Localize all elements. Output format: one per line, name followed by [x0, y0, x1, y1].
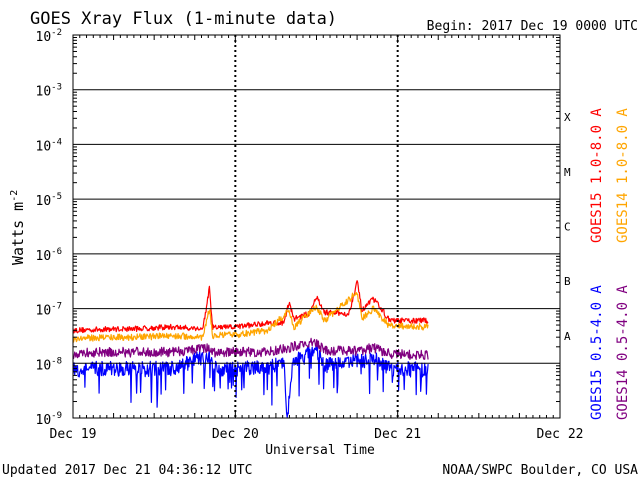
y-tick-label: 10-9 [36, 411, 63, 428]
flare-class-label: X [564, 111, 571, 124]
y-tick-label: 10-4 [36, 137, 63, 154]
plot-frame [72, 34, 561, 419]
x-tick-label: Dec 19 [50, 427, 97, 442]
flare-class-label: A [564, 330, 571, 343]
flare-class-label: B [564, 275, 571, 288]
series-line-goes15-0-5-4-0-a [72, 343, 429, 418]
series-layer [72, 280, 429, 418]
y-axis-label-exp: -2 [9, 190, 20, 202]
begin-label: Begin: 2017 Dec 19 0000 UTC [427, 19, 638, 34]
legend-label: GOES15 1.0-8.0 A [589, 108, 605, 243]
updated-timestamp: Updated 2017 Dec 21 04:36:12 UTC [2, 463, 252, 478]
series-line-goes14-1-0-8-0-a [72, 292, 429, 343]
series-line-goes14-0-5-4-0-a [72, 337, 429, 360]
y-tick-label: 10-8 [36, 356, 63, 373]
y-axis-label-main: Watts m [9, 202, 27, 265]
legend-label: GOES14 0.5-4.0 A [615, 285, 631, 420]
y-tick-label: 10-2 [36, 28, 63, 45]
y-tick-label: 10-6 [36, 247, 63, 264]
grid-layer [73, 34, 560, 419]
y-tick-label: 10-3 [36, 83, 63, 100]
y-tick-label: 10-7 [36, 302, 63, 319]
x-tick-label: Dec 22 [537, 427, 584, 442]
chart-title: GOES Xray Flux (1-minute data) [30, 9, 337, 29]
legend-label: GOES14 1.0-8.0 A [615, 108, 631, 243]
flare-class-label: C [564, 221, 571, 234]
flare-class-label: M [564, 166, 571, 179]
legend-layer: GOES15 1.0-8.0 A GOES14 1.0-8.0 A GOES15 0… [589, 108, 631, 420]
x-tick-label: Dec 21 [374, 427, 421, 442]
x-tick-label: Dec 20 [212, 427, 259, 442]
series-line-goes15-1-0-8-0-a [72, 280, 429, 334]
x-axis-label: Universal Time [265, 443, 375, 458]
y-tick-label: 10-5 [36, 192, 63, 209]
y-axis-label: Watts m-2 [9, 190, 27, 265]
credit-label: NOAA/SWPC Boulder, CO USA [442, 463, 638, 478]
legend-label: GOES15 0.5-4.0 A [589, 285, 605, 420]
